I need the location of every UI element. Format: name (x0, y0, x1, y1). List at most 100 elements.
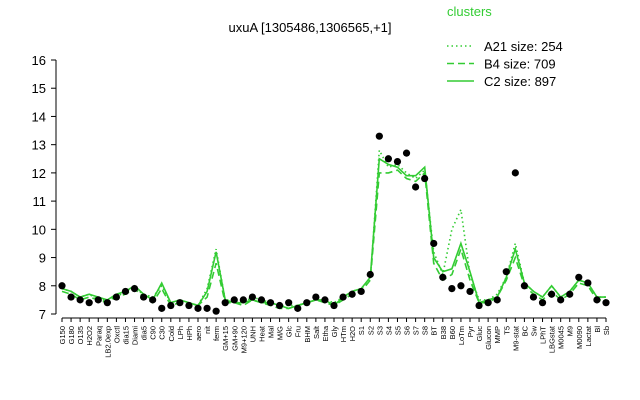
data-point (475, 301, 483, 310)
y-tick-label: 14 (32, 109, 46, 124)
x-tick-label: S5 (393, 326, 402, 335)
y-tick-label: 9 (39, 251, 46, 266)
data-point (339, 293, 347, 301)
x-tick-label: S2 (366, 326, 375, 335)
data-point (212, 307, 220, 315)
data-point (384, 155, 392, 163)
data-point (248, 293, 256, 301)
y-tick-label: 7 (39, 307, 46, 322)
data-point (393, 158, 402, 166)
x-tick-label: O135 (76, 326, 85, 344)
x-tick-label: M9+120 (239, 326, 248, 353)
data-point (76, 296, 84, 304)
x-tick-label: Salt (312, 325, 321, 339)
y-tick-label: 10 (32, 222, 46, 237)
x-tick-label: G150 (58, 326, 67, 344)
data-point (511, 169, 519, 177)
data-point (448, 285, 456, 293)
data-point (357, 287, 365, 296)
x-tick-label: dia5 (140, 326, 149, 340)
x-tick-label: Diami (131, 326, 140, 346)
data-point (167, 301, 175, 310)
data-point (402, 149, 411, 157)
x-tick-label: dia15 (121, 326, 130, 344)
data-point (185, 301, 193, 310)
x-tick-label: M9-stat (511, 325, 520, 351)
x-tick-label: Mal (267, 326, 276, 338)
y-tick-label: 12 (32, 166, 46, 181)
x-tick-label: Glucon (484, 326, 493, 350)
data-point (203, 304, 211, 312)
x-tick-label: Bl (593, 326, 602, 333)
x-tick-label: S4 (384, 326, 393, 335)
data-point (257, 296, 266, 304)
data-point (303, 299, 311, 307)
x-tick-label: M0045 (557, 326, 566, 349)
data-point (538, 299, 547, 307)
x-tick-label: Glc (285, 326, 294, 338)
x-tick-label: aero (194, 326, 203, 341)
x-tick-label: Sw (529, 325, 538, 336)
x-tick-label: UNH (248, 326, 257, 342)
y-tick-label: 15 (32, 81, 46, 96)
x-tick-label: LPhT (539, 326, 548, 344)
legend-label: A21 size: 254 (484, 39, 563, 54)
data-point (221, 299, 229, 307)
x-tick-label: LPh (176, 326, 185, 339)
data-point (140, 293, 148, 301)
x-tick-label: HPh (185, 326, 194, 341)
data-point (312, 293, 320, 301)
data-point (593, 296, 601, 304)
data-point (484, 299, 492, 307)
x-tick-label: Paraq (94, 326, 103, 346)
data-point (375, 132, 383, 140)
x-tick-label: Lactat (584, 325, 593, 346)
data-point (584, 279, 592, 287)
x-tick-label: M/G (276, 326, 285, 340)
data-point (602, 299, 610, 307)
data-point (348, 290, 356, 298)
x-tick-label: C90 (149, 326, 158, 340)
x-tick-label: LB2.0exp (103, 326, 112, 358)
x-tick-label: nit (203, 325, 212, 334)
data-point (439, 273, 447, 281)
data-point (321, 296, 329, 304)
x-tick-label: C30 (158, 326, 167, 340)
data-point (285, 299, 293, 307)
x-tick-label: S7 (412, 326, 421, 335)
data-point (266, 299, 275, 307)
x-tick-label: BT (430, 326, 439, 336)
x-tick-label: HTm (339, 326, 348, 342)
x-tick-label: GM+15 (221, 326, 230, 351)
data-point (457, 282, 465, 290)
data-point (366, 270, 374, 279)
data-point (557, 296, 565, 304)
data-point (158, 304, 166, 312)
data-point (330, 301, 338, 310)
data-point (194, 304, 202, 312)
x-tick-label: H2O2 (85, 326, 94, 346)
x-tick-label: S8 (421, 326, 430, 335)
x-tick-label: Sb (602, 326, 611, 335)
y-tick-label: 8 (39, 279, 46, 294)
x-tick-label: BHM (303, 326, 312, 343)
x-tick-label: H2O (348, 326, 357, 342)
data-point (520, 282, 529, 290)
data-point (412, 183, 420, 191)
x-tick-label: B38 (439, 326, 448, 339)
data-point (529, 293, 538, 301)
data-point (566, 290, 574, 298)
data-point (176, 299, 184, 307)
x-tick-label: M9 (566, 326, 575, 336)
data-point (58, 282, 66, 290)
x-tick-label: S1 (357, 326, 366, 335)
x-tick-label: S3 (375, 326, 384, 335)
data-point (103, 299, 111, 307)
x-tick-label: BC (520, 325, 529, 336)
x-tick-label: Etha (321, 325, 330, 341)
data-point (94, 296, 102, 304)
x-tick-label: M0090 (575, 326, 584, 349)
data-point (294, 304, 302, 312)
x-tick-label: Gluc (475, 326, 484, 342)
